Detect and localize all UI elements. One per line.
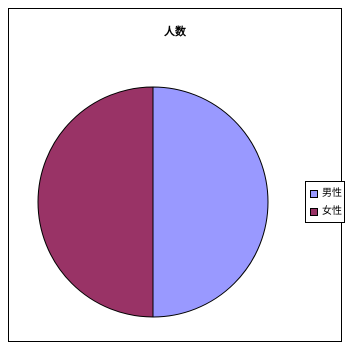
legend: 男性 女性: [305, 181, 345, 223]
legend-label-male: 男性: [322, 188, 342, 199]
legend-swatch-female: [310, 208, 318, 216]
pie-slice-female: [37, 86, 154, 318]
chart-title: 人数: [164, 25, 186, 38]
legend-label-female: 女性: [322, 206, 342, 217]
legend-swatch-male: [310, 190, 318, 198]
legend-item-male: 男性: [310, 187, 342, 201]
pie-slice-male: [152, 86, 269, 318]
legend-item-female: 女性: [310, 205, 342, 219]
